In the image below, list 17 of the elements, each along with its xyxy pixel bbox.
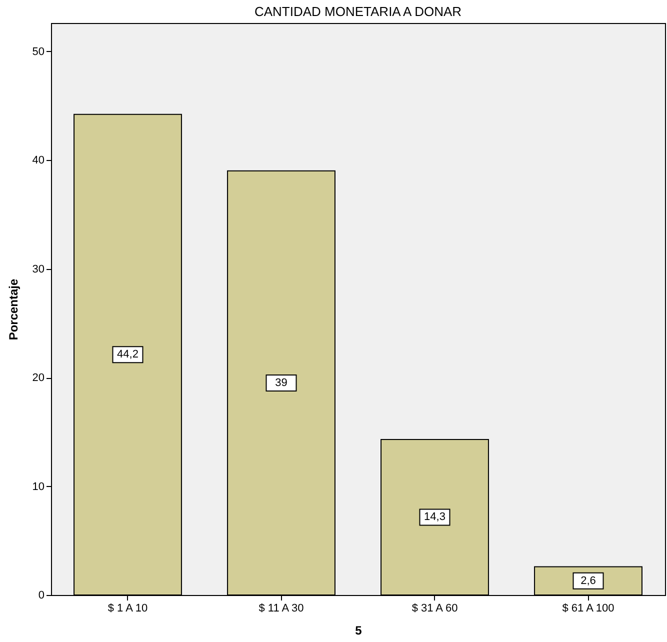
x-tick-label: $ 61 A 100	[562, 602, 614, 614]
chart-title: CANTIDAD MONETARIA A DONAR	[254, 4, 462, 19]
x-axis-title: 5	[355, 624, 362, 638]
y-tick-label: 40	[32, 154, 44, 167]
x-tick-label: $ 1 A 10	[108, 602, 148, 614]
data-label: 39	[275, 376, 288, 389]
data-label: 44,2	[117, 348, 138, 361]
y-tick-label: 10	[32, 480, 44, 493]
y-tick-label: 30	[32, 263, 44, 276]
y-tick-label: 50	[32, 46, 44, 58]
data-label: 2,6	[580, 574, 596, 587]
y-axis-title: Porcentaje	[6, 278, 20, 340]
data-label: 14,3	[424, 511, 446, 524]
x-tick-label: $ 11 A 30	[258, 602, 304, 614]
x-tick-label: $ 31 A 60	[412, 602, 458, 614]
y-tick-label: 0	[38, 590, 44, 602]
y-tick-label: 20	[32, 372, 44, 384]
